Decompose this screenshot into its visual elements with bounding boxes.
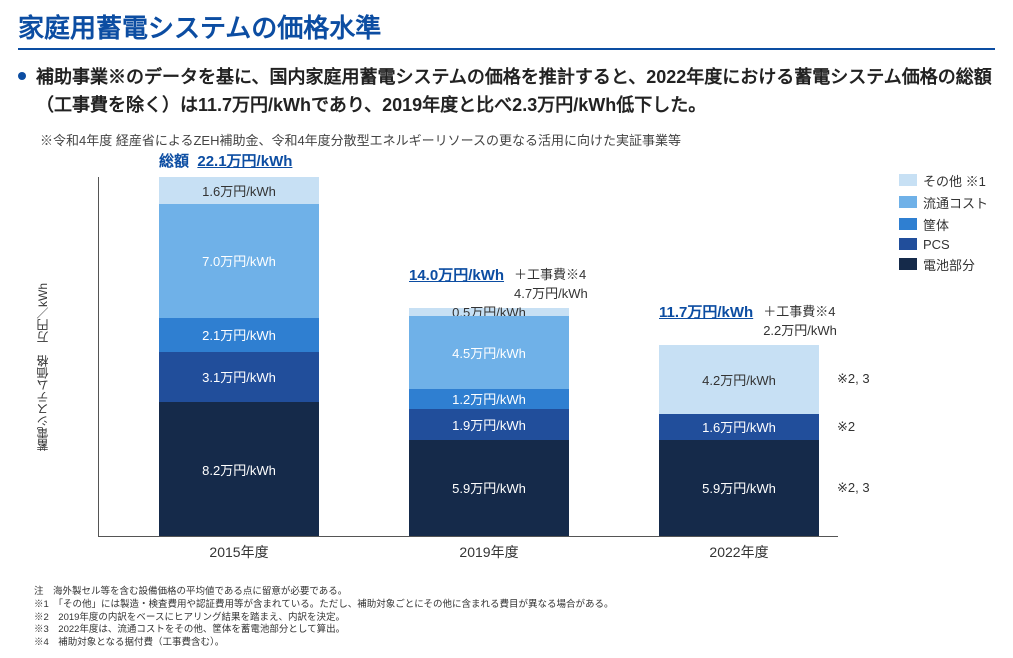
y-axis-label: 蓄電システム価格 万円／kWh	[34, 283, 51, 451]
x-tick-label: 2019年度	[409, 536, 569, 562]
legend-item: 電池部分	[899, 255, 988, 274]
bar-group: 0.5万円/kWh4.5万円/kWh1.2万円/kWh1.9万円/kWh5.9万…	[409, 308, 569, 536]
page-title: 家庭用蓄電システムの価格水準	[18, 8, 995, 50]
footnote-line: ※1 「その他」には製造・検査費用や認証費用等が含まれている。ただし、補助対象ご…	[34, 599, 614, 612]
x-tick-label: 2022年度	[659, 536, 819, 562]
legend: その他 ※1 流通コスト筐体 PCS 電池部分	[899, 171, 988, 277]
bar-segment: 1.6万円/kWh	[659, 414, 819, 440]
legend-swatch	[899, 218, 917, 230]
footnotes: 注 海外製セル等を含む設備価格の平均値である点に留意が必要である。※1 「その他…	[34, 586, 614, 650]
segment-side-note: ※2	[837, 419, 855, 435]
bar-segment: 4.5万円/kWh	[409, 316, 569, 389]
legend-item: PCS	[899, 237, 988, 252]
segment-side-note: ※2, 3	[837, 371, 870, 387]
bar-group: 4.2万円/kWh1.6万円/kWh5.9万円/kWh2022年度11.7万円/…	[659, 345, 819, 536]
bar-segment: 3.1万円/kWh	[159, 352, 319, 402]
legend-item: 流通コスト	[899, 193, 988, 212]
footnote-line: ※4 補助対象となる据付費（工事費含む）。	[34, 637, 614, 650]
chart-area: 蓄電システム価格 万円／kWh 1.6万円/kWh7.0万円/kWh2.1万円/…	[68, 167, 988, 567]
legend-swatch	[899, 174, 917, 186]
legend-swatch	[899, 196, 917, 208]
legend-label: その他 ※1	[923, 171, 986, 190]
summary-text: 補助事業※のデータを基に、国内家庭用蓄電システムの価格を推計すると、2022年度…	[36, 64, 995, 120]
bar-total-label: 11.7万円/kWh＋工事費※42.2万円/kWh	[659, 301, 959, 345]
bar-total-label: 総額 22.1万円/kWh	[159, 150, 459, 177]
legend-label: 流通コスト	[923, 193, 988, 212]
legend-label: 電池部分	[923, 255, 975, 274]
sub-note: ※令和4年度 経産省によるZEH補助金、令和4年度分散型エネルギーリソースの更な…	[40, 130, 995, 149]
legend-swatch	[899, 238, 917, 250]
legend-label: 筐体	[923, 215, 949, 234]
plot-area: 1.6万円/kWh7.0万円/kWh2.1万円/kWh3.1万円/kWh8.2万…	[98, 177, 838, 537]
x-tick-label: 2015年度	[159, 536, 319, 562]
bar-segment: 4.2万円/kWh	[659, 345, 819, 413]
legend-swatch	[899, 258, 917, 270]
bar-segment: 1.6万円/kWh	[159, 177, 319, 203]
legend-item: その他 ※1	[899, 171, 988, 190]
bar-segment: 0.5万円/kWh	[409, 308, 569, 316]
bar-segment: 5.9万円/kWh	[409, 440, 569, 536]
summary-row: 補助事業※のデータを基に、国内家庭用蓄電システムの価格を推計すると、2022年度…	[18, 64, 995, 120]
bullet-icon	[18, 72, 26, 80]
bar-group: 1.6万円/kWh7.0万円/kWh2.1万円/kWh3.1万円/kWh8.2万…	[159, 177, 319, 535]
legend-item: 筐体	[899, 215, 988, 234]
bar-segment: 2.1万円/kWh	[159, 318, 319, 352]
legend-label: PCS	[923, 237, 950, 252]
bar-segment: 5.9万円/kWh	[659, 440, 819, 536]
bar-segment: 1.2万円/kWh	[409, 389, 569, 409]
bar-segment: 7.0万円/kWh	[159, 204, 319, 318]
footnote-line: 注 海外製セル等を含む設備価格の平均値である点に留意が必要である。	[34, 586, 614, 599]
bar-segment: 8.2万円/kWh	[159, 402, 319, 536]
bar-segment: 1.9万円/kWh	[409, 409, 569, 440]
footnote-line: ※3 2022年度は、流通コストをその他、筐体を蓄電池部分として算出。	[34, 624, 614, 637]
segment-side-note: ※2, 3	[837, 480, 870, 496]
footnote-line: ※2 2019年度の内訳をベースにヒアリング結果を踏まえ、内訳を決定。	[34, 612, 614, 625]
